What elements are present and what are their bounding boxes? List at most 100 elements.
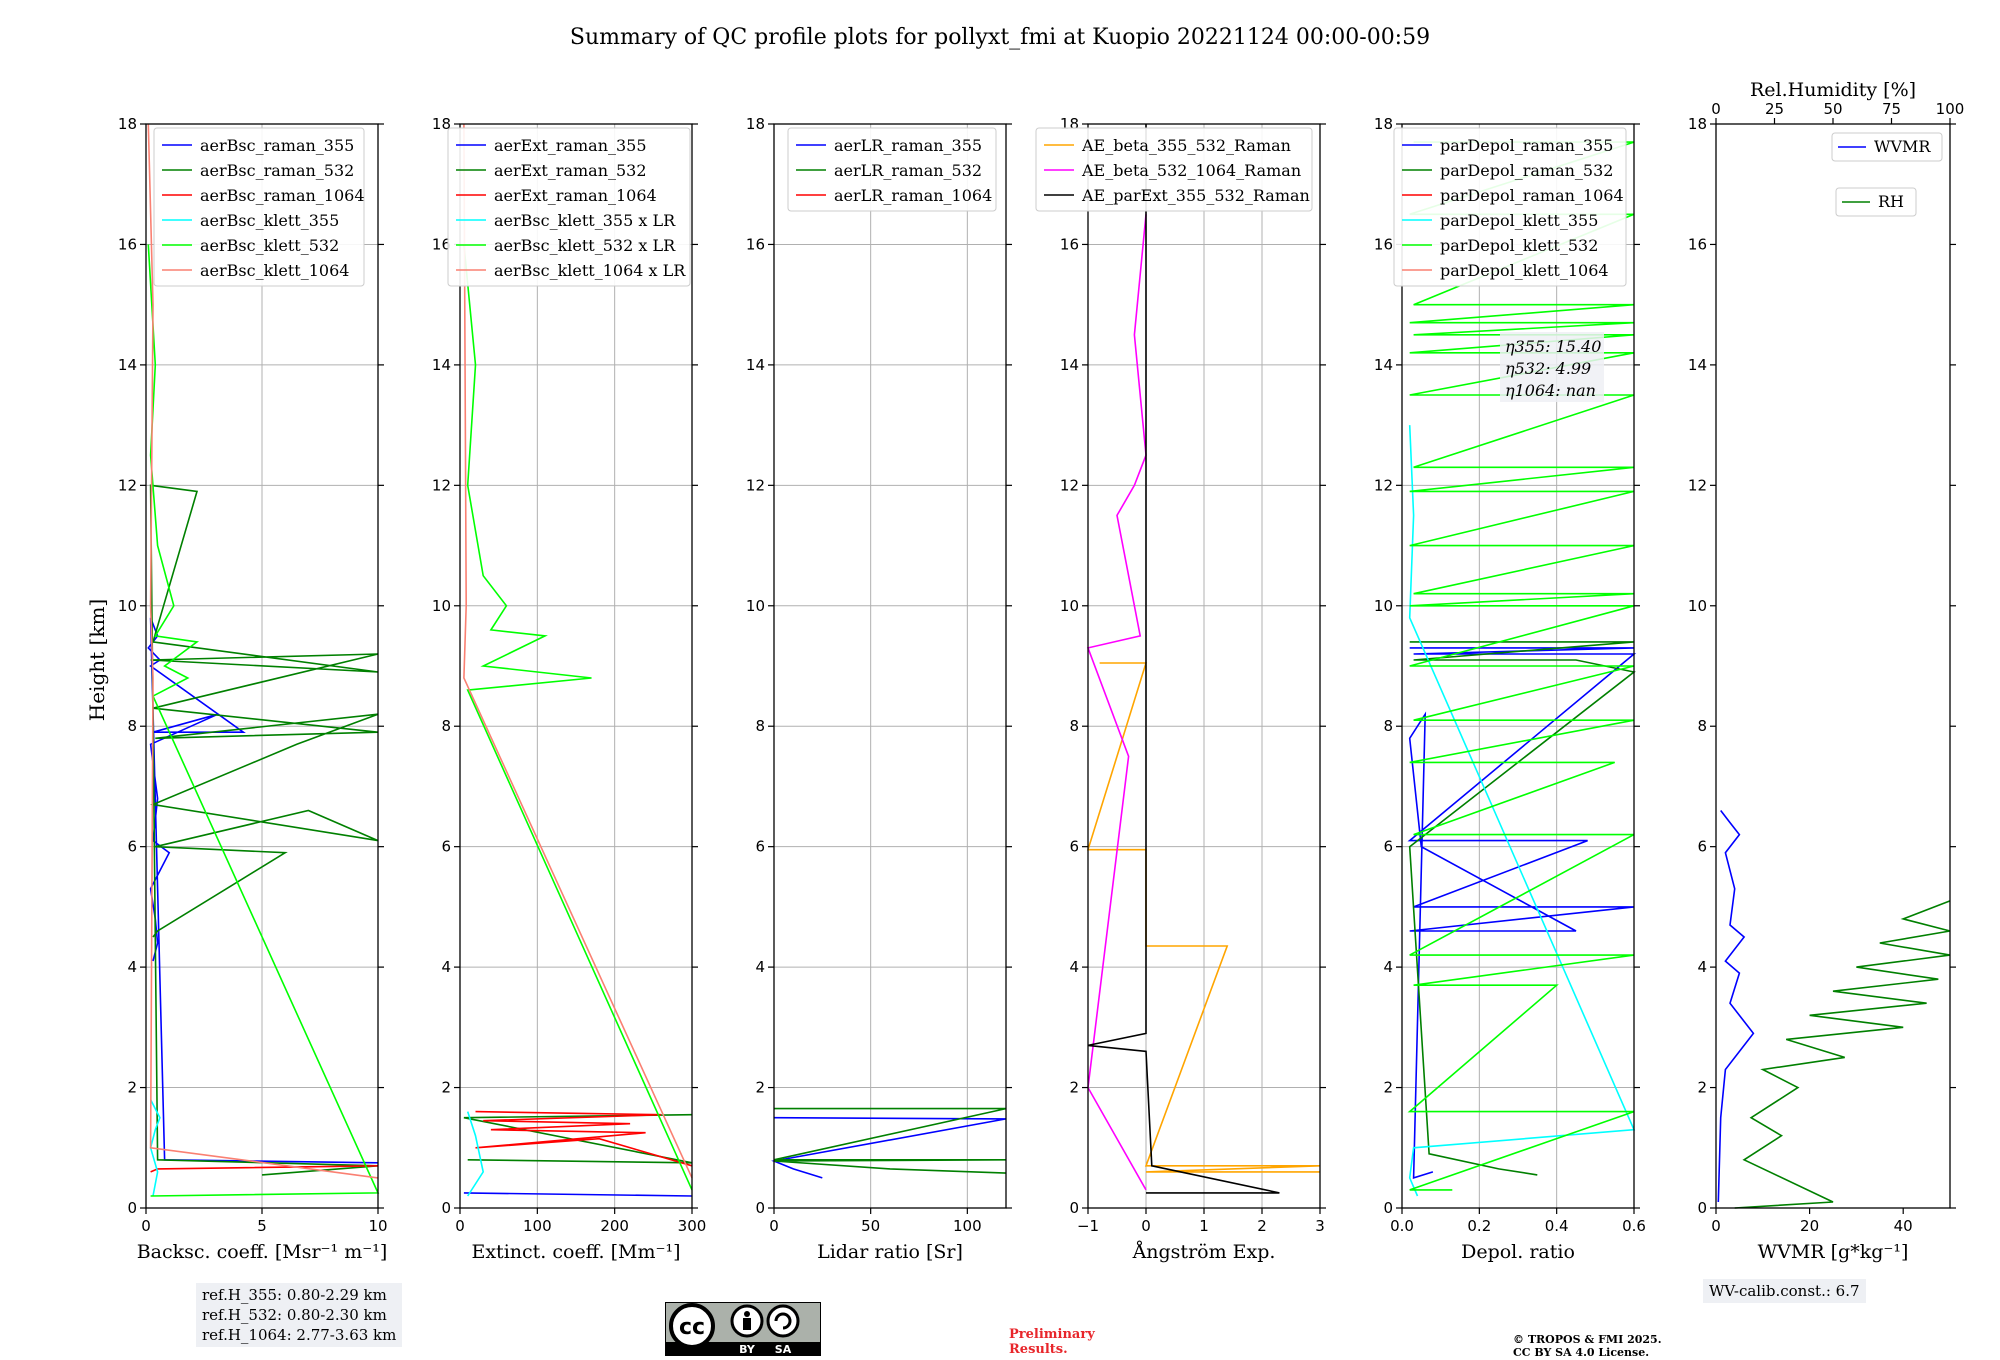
legend-label: aerBsc_raman_355 <box>200 136 354 155</box>
reference-height-box: ref.H_355: 0.80-2.29 km ref.H_532: 0.80-… <box>196 1283 403 1347</box>
x-tick-label: 0 <box>455 1217 465 1235</box>
top-tick-label: 25 <box>1765 100 1784 118</box>
series-line-AE_parExt_355_532_Raman <box>1087 124 1280 1194</box>
y-tick-label: 6 <box>755 838 765 856</box>
top-tick-label: 50 <box>1823 100 1842 118</box>
y-axis-label: Height [km] <box>85 599 109 721</box>
y-tick-label: 4 <box>755 958 765 976</box>
legend-label: parDepol_klett_1064 <box>1440 261 1609 280</box>
y-tick-label: 10 <box>432 597 451 615</box>
legend-label: aerBsc_klett_355 <box>200 211 339 230</box>
x-tick-label: 0 <box>1711 1217 1721 1235</box>
eta-value: η355: 15.40 <box>1505 337 1601 356</box>
legend-label: aerBsc_raman_532 <box>200 161 354 180</box>
x-axis-label: Lidar ratio [Sr] <box>817 1241 963 1263</box>
y-tick-label: 18 <box>1374 115 1393 133</box>
x-tick-label: −1 <box>1077 1217 1099 1235</box>
eta-value: η532: 4.99 <box>1505 359 1591 378</box>
series-line-aerBsc_raman_532 <box>149 484 379 1176</box>
legend-label: WVMR <box>1874 137 1931 156</box>
legend-label: aerBsc_raman_1064 <box>200 186 365 205</box>
cc-sa-label: SA <box>775 1343 792 1356</box>
series-line-AE_beta_355_532_Raman <box>1086 662 1321 1173</box>
cc-icon <box>669 1303 715 1349</box>
y-tick-label: 6 <box>1069 838 1079 856</box>
copyright-line-2: CC BY SA 4.0 License. <box>1513 1346 1650 1359</box>
y-tick-label: 8 <box>441 717 451 735</box>
y-tick-label: 8 <box>127 717 137 735</box>
top-tick-label: 75 <box>1882 100 1901 118</box>
ref-height-1064: ref.H_1064: 2.77-3.63 km <box>202 1326 397 1344</box>
share-alike-icon <box>766 1304 800 1338</box>
y-tick-label: 2 <box>441 1079 451 1097</box>
preliminary-note: Preliminary Results. <box>1009 1327 1095 1357</box>
x-tick-label: 0 <box>769 1217 779 1235</box>
preliminary-line-1: Preliminary <box>1009 1327 1095 1342</box>
x-tick-label: 0.0 <box>1390 1217 1414 1235</box>
x-tick-label: 50 <box>861 1217 880 1235</box>
y-tick-label: 12 <box>746 476 765 494</box>
ref-height-532: ref.H_532: 0.80-2.30 km <box>202 1306 387 1324</box>
legend-label: aerBsc_klett_532 x LR <box>494 236 676 255</box>
y-tick-label: 6 <box>1383 838 1393 856</box>
legend-label: AE_beta_532_1064_Raman <box>1081 161 1301 180</box>
legend-label: aerLR_raman_1064 <box>834 186 992 205</box>
eta-value: η1064: nan <box>1505 381 1596 400</box>
y-tick-label: 10 <box>1374 597 1393 615</box>
y-tick-label: 8 <box>1069 717 1079 735</box>
x-tick-label: 1 <box>1199 1217 1209 1235</box>
x-tick-label: 100 <box>523 1217 552 1235</box>
y-tick-label: 14 <box>1374 356 1393 374</box>
y-tick-label: 8 <box>755 717 765 735</box>
eta-box <box>1500 332 1604 402</box>
panel-bsc: 0 2 4 6 8 10 12 14 16 18 0 5 10 Backsc. coeff. [Msr⁻¹… <box>118 115 388 1263</box>
legend-label: parDepol_klett_355 <box>1440 211 1598 230</box>
svg-text:cc: cc <box>679 1315 705 1340</box>
legend-label: aerLR_raman_355 <box>834 136 982 155</box>
legend-label: AE_parExt_355_532_Raman <box>1081 186 1310 205</box>
series-line-aerLR_raman_355 <box>771 1116 1007 1179</box>
series-line-WVMR <box>1717 810 1755 1203</box>
x-tick-label: 20 <box>1800 1217 1819 1235</box>
series-line-aerBsc_klett_1064 x LR <box>463 123 693 1179</box>
y-tick-label: 0 <box>1069 1199 1079 1217</box>
plot-frame <box>1715 123 1951 1209</box>
x-axis-label: Ångström Exp. <box>1132 1241 1276 1263</box>
legend-label: AE_beta_355_532_Raman <box>1081 136 1291 155</box>
y-tick-label: 0 <box>127 1199 137 1217</box>
y-tick-label: 2 <box>1383 1079 1393 1097</box>
y-tick-label: 14 <box>1688 356 1707 374</box>
x-tick-label: 0 <box>1141 1217 1151 1235</box>
x-tick-label: 100 <box>953 1217 982 1235</box>
y-tick-label: 12 <box>1060 476 1079 494</box>
legend-label: aerExt_raman_355 <box>494 136 647 155</box>
x-axis-label: Backsc. coeff. [Msr⁻¹ m⁻¹] <box>137 1241 388 1263</box>
y-tick-label: 18 <box>432 115 451 133</box>
y-tick-label: 8 <box>1383 717 1393 735</box>
series-line-parDepol_klett_355 <box>1408 425 1636 1197</box>
y-tick-label: 4 <box>127 958 137 976</box>
copyright-note: © TROPOS & FMI 2025. CC BY SA 4.0 Licens… <box>1513 1333 1662 1359</box>
y-tick-label: 14 <box>432 356 451 374</box>
y-tick-label: 0 <box>755 1199 765 1217</box>
y-tick-label: 4 <box>1069 958 1079 976</box>
y-tick-label: 8 <box>1697 717 1707 735</box>
y-tick-label: 10 <box>1060 597 1079 615</box>
x-axis-label: Depol. ratio <box>1461 1241 1575 1263</box>
legend-box <box>787 127 997 212</box>
preliminary-line-2: Results. <box>1009 1342 1068 1357</box>
y-tick-label: 18 <box>118 115 137 133</box>
y-tick-label: 2 <box>127 1079 137 1097</box>
x-tick-label: 5 <box>257 1217 267 1235</box>
y-tick-label: 12 <box>432 476 451 494</box>
y-tick-label: 16 <box>118 235 137 253</box>
y-tick-label: 6 <box>127 838 137 856</box>
x-axis-label: WVMR [g*kg⁻¹] <box>1758 1241 1909 1263</box>
legend-box <box>1393 127 1627 287</box>
legend-label: parDepol_raman_532 <box>1440 161 1613 180</box>
panel-lr: 0 2 4 6 8 10 12 14 16 18 0 50 100 Lidar ratio [Sr] aer… <box>746 115 1012 1263</box>
y-tick-label: 12 <box>118 476 137 494</box>
